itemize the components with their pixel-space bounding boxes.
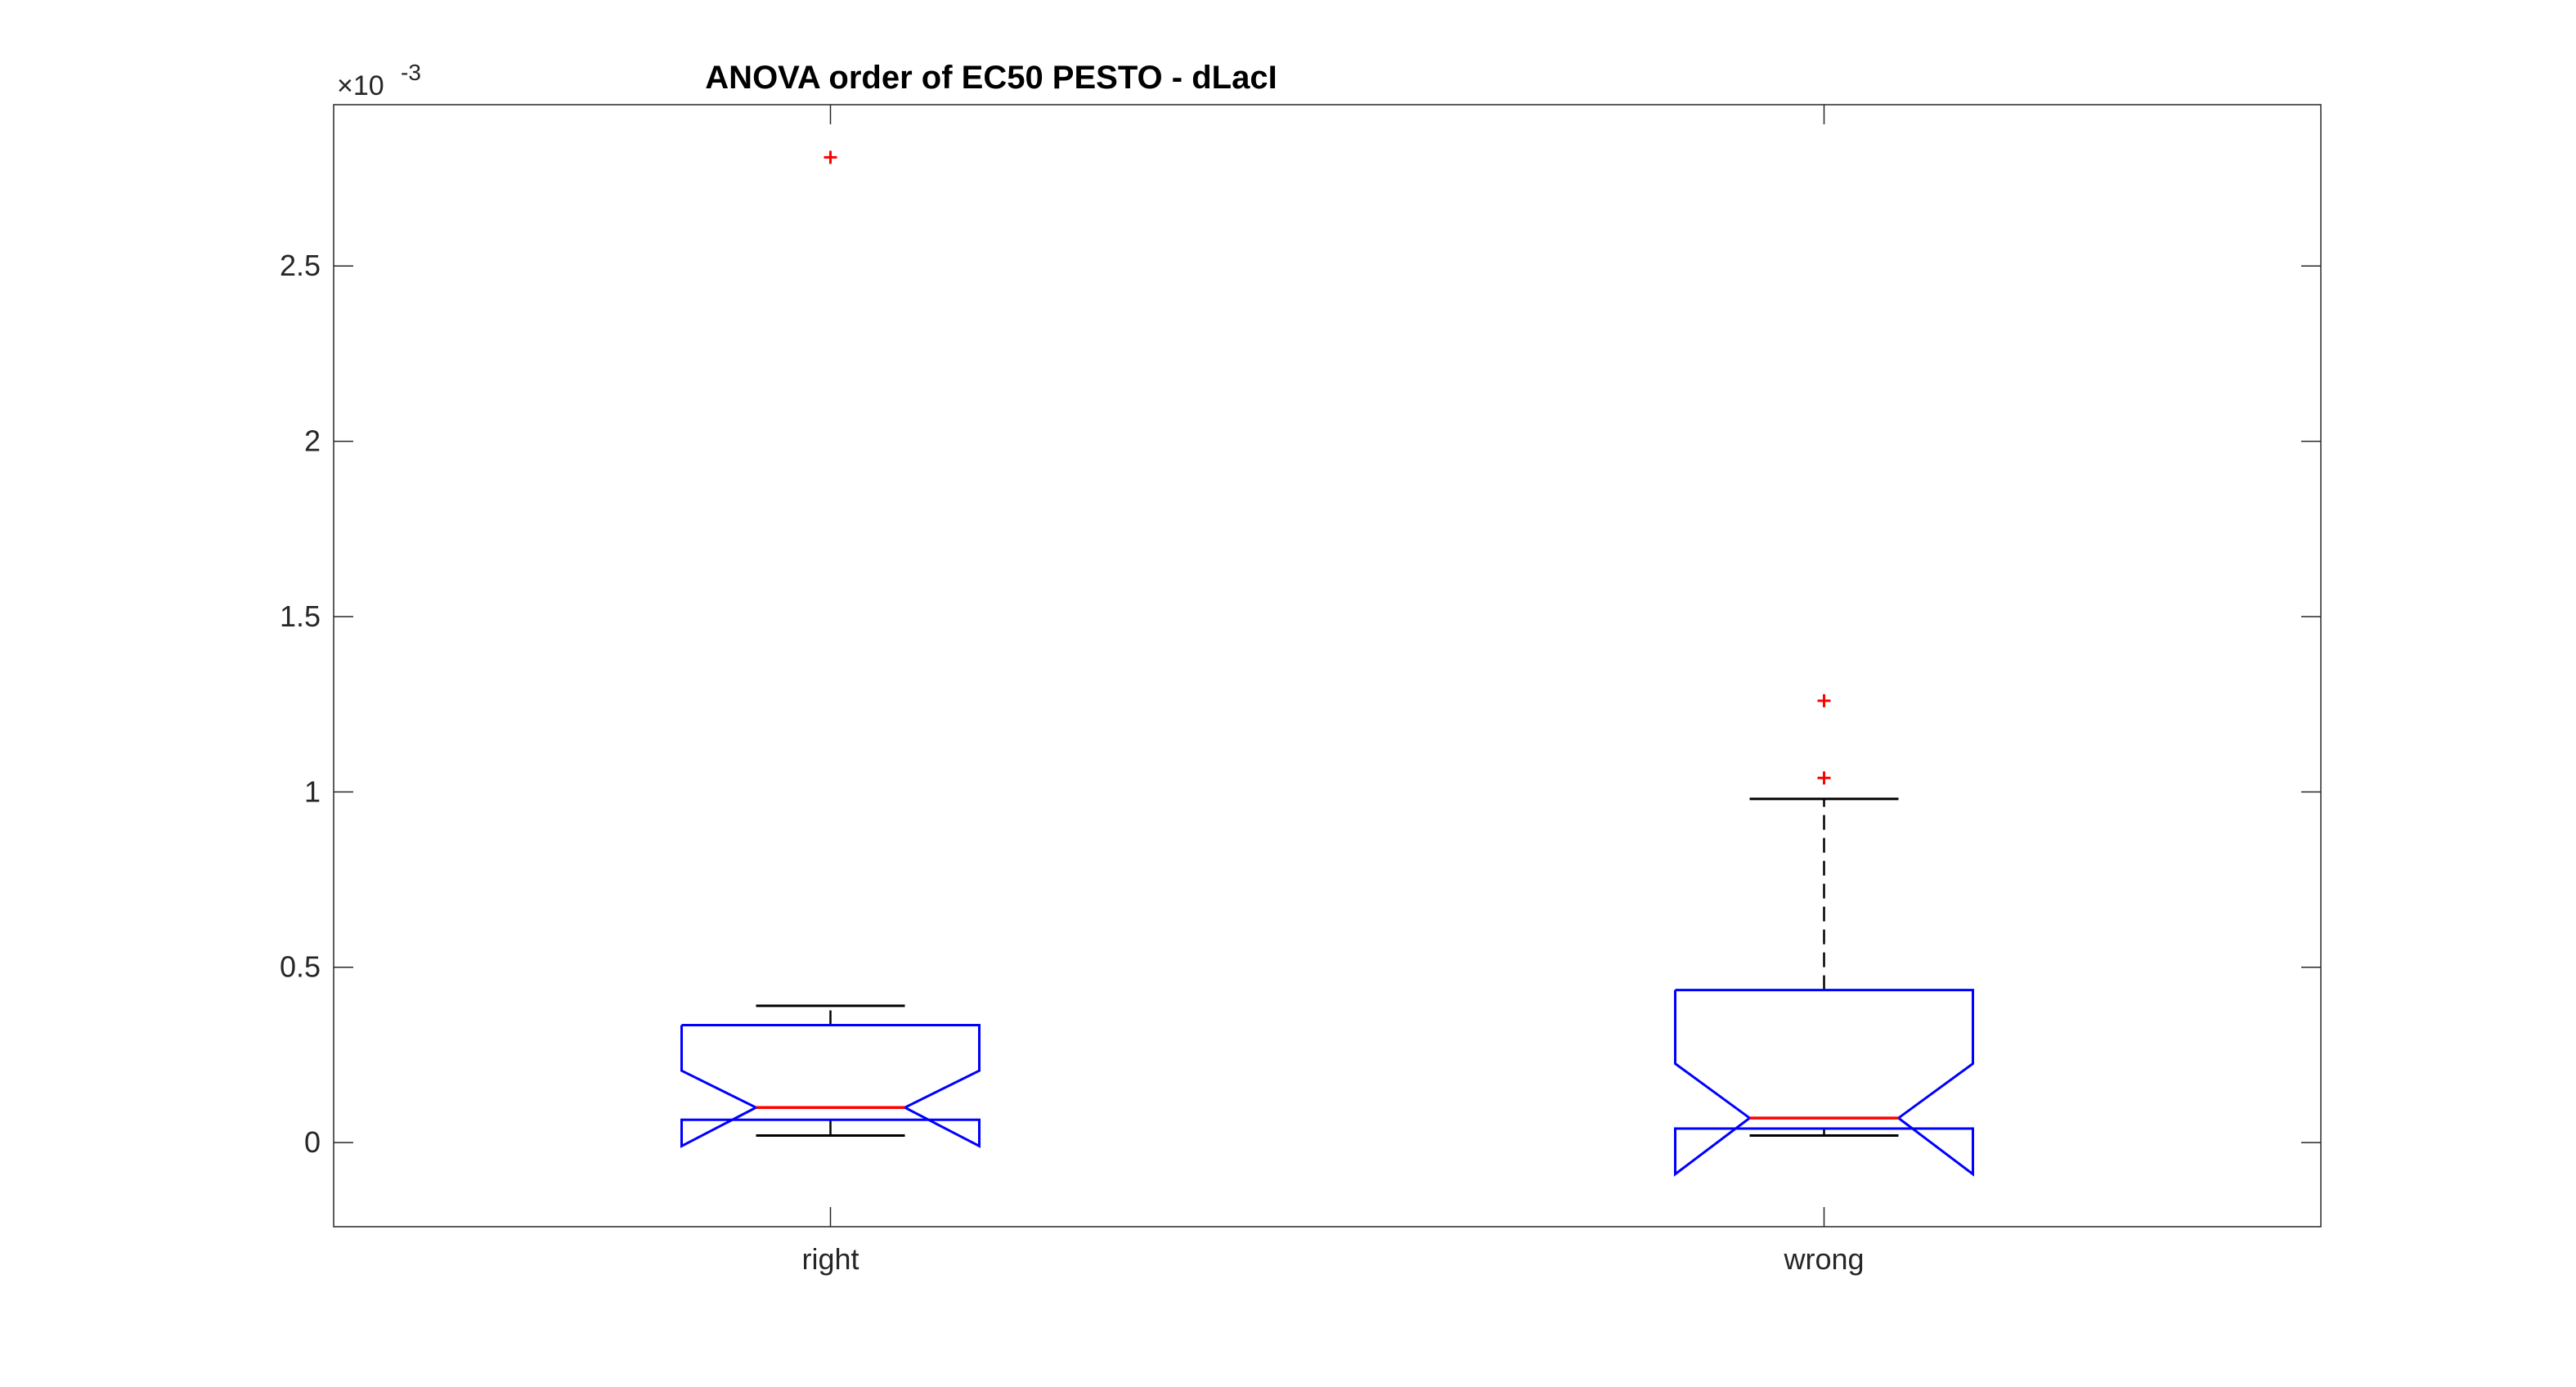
x-tick-label: right: [801, 1242, 859, 1276]
box-outline: [680, 1023, 981, 1148]
y-tick-label: 0.5: [280, 950, 321, 984]
plot-area: 0 0.5 1 1.5 2 2.5 right wrong: [280, 104, 2322, 1276]
outlier-marker: [1817, 771, 1831, 785]
y-exponent-label: ×10 -3: [337, 60, 421, 101]
y-tick-label: 0: [304, 1125, 321, 1159]
y-tick-label: 2: [304, 424, 321, 458]
y-tick-label: 1.5: [280, 599, 321, 633]
axes-box: [333, 104, 2322, 1228]
box-outline: [1674, 989, 1974, 1177]
outlier-marker: [824, 150, 837, 164]
y-exponent-base: ×10: [337, 70, 384, 101]
outlier-marker: [1817, 694, 1831, 707]
y-exponent-power: -3: [401, 60, 421, 85]
y-tick-label: 1: [304, 774, 321, 808]
chart-title: ANOVA order of EC50 PESTO - dLacI: [705, 60, 1277, 96]
x-tick-label: wrong: [1783, 1242, 1864, 1276]
y-tick-label: 2.5: [280, 249, 321, 282]
